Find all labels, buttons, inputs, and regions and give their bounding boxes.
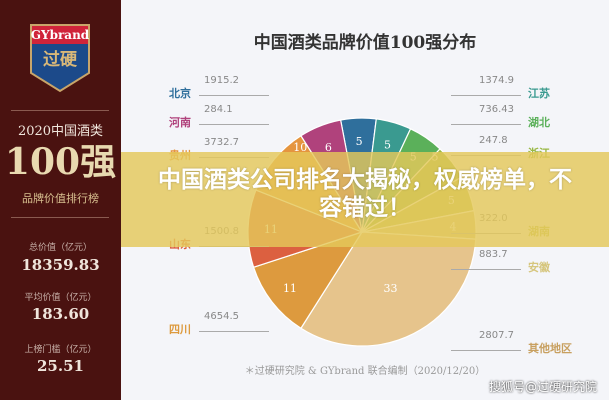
headline-line-2: 容错过！	[319, 195, 411, 221]
pie-slice-四川	[252, 230, 364, 330]
leader-line	[451, 124, 521, 125]
region-label: 安徽	[528, 261, 550, 274]
region-label: 江苏	[528, 87, 550, 100]
region-label: 河南	[169, 116, 191, 129]
subtitle: 品牌价值排行榜	[22, 192, 99, 205]
slice-count-label: 6	[325, 141, 332, 154]
watermark: 搜狐号@过硬研究院	[488, 380, 597, 394]
region-value: 1374.9	[479, 75, 514, 86]
stat-label: 上榜门槛（亿元）	[24, 345, 97, 355]
leader-line	[199, 124, 269, 125]
chart-title: 中国酒类品牌价值100强分布	[253, 33, 477, 53]
sidebar: GYbrand 过硬 2020中国酒类 100强 品牌价值排行榜 总价值（亿元）…	[0, 0, 121, 400]
region-value: 3732.7	[204, 137, 239, 148]
region-value: 883.7	[479, 249, 508, 260]
slice-count-label: 5	[384, 138, 391, 151]
headline-banner: 中国酒类公司排名大揭秘，权威榜单，不 容错过！	[121, 152, 609, 247]
region-value: 736.43	[479, 104, 514, 115]
stat-value: 18359.83	[21, 256, 100, 274]
leader-line	[199, 95, 269, 96]
big-title: 100强	[4, 141, 117, 183]
gybrand-logo: GYbrand 过硬	[30, 24, 90, 93]
slice-count-label: 10	[293, 141, 307, 154]
region-label: 四川	[169, 323, 191, 336]
svg-text:过硬: 过硬	[43, 50, 78, 70]
slice-count-label: 11	[283, 282, 297, 295]
leader-line	[199, 331, 269, 332]
region-value: 247.8	[479, 135, 508, 146]
divider	[11, 110, 109, 111]
footnote: ＊过硬研究院 & GYbrand 联合编制（2020/12/20）	[244, 366, 486, 377]
region-value: 2807.7	[479, 330, 514, 341]
region-value: 4654.5	[204, 311, 239, 322]
region-value: 284.1	[204, 104, 233, 115]
stat-value: 25.51	[37, 357, 84, 375]
leader-line	[451, 269, 521, 270]
region-label: 其他地区	[528, 342, 572, 355]
region-label: 湖北	[528, 116, 550, 129]
region-value: 1915.2	[204, 75, 239, 86]
stat-label: 平均价值（亿元）	[24, 293, 97, 303]
leader-line	[451, 350, 521, 351]
slice-count-label: 33	[383, 282, 397, 295]
svg-text:GYbrand: GYbrand	[31, 28, 90, 42]
stat-value: 183.60	[31, 305, 90, 323]
year-title: 2020中国酒类	[17, 124, 104, 139]
divider	[11, 217, 109, 218]
slice-count-label: 5	[356, 135, 363, 148]
region-label: 北京	[169, 87, 191, 100]
stat-label: 总价值（亿元）	[28, 243, 92, 253]
leader-line	[451, 95, 521, 96]
headline-line-1: 中国酒类公司排名大揭秘，权威榜单，不	[158, 167, 572, 193]
